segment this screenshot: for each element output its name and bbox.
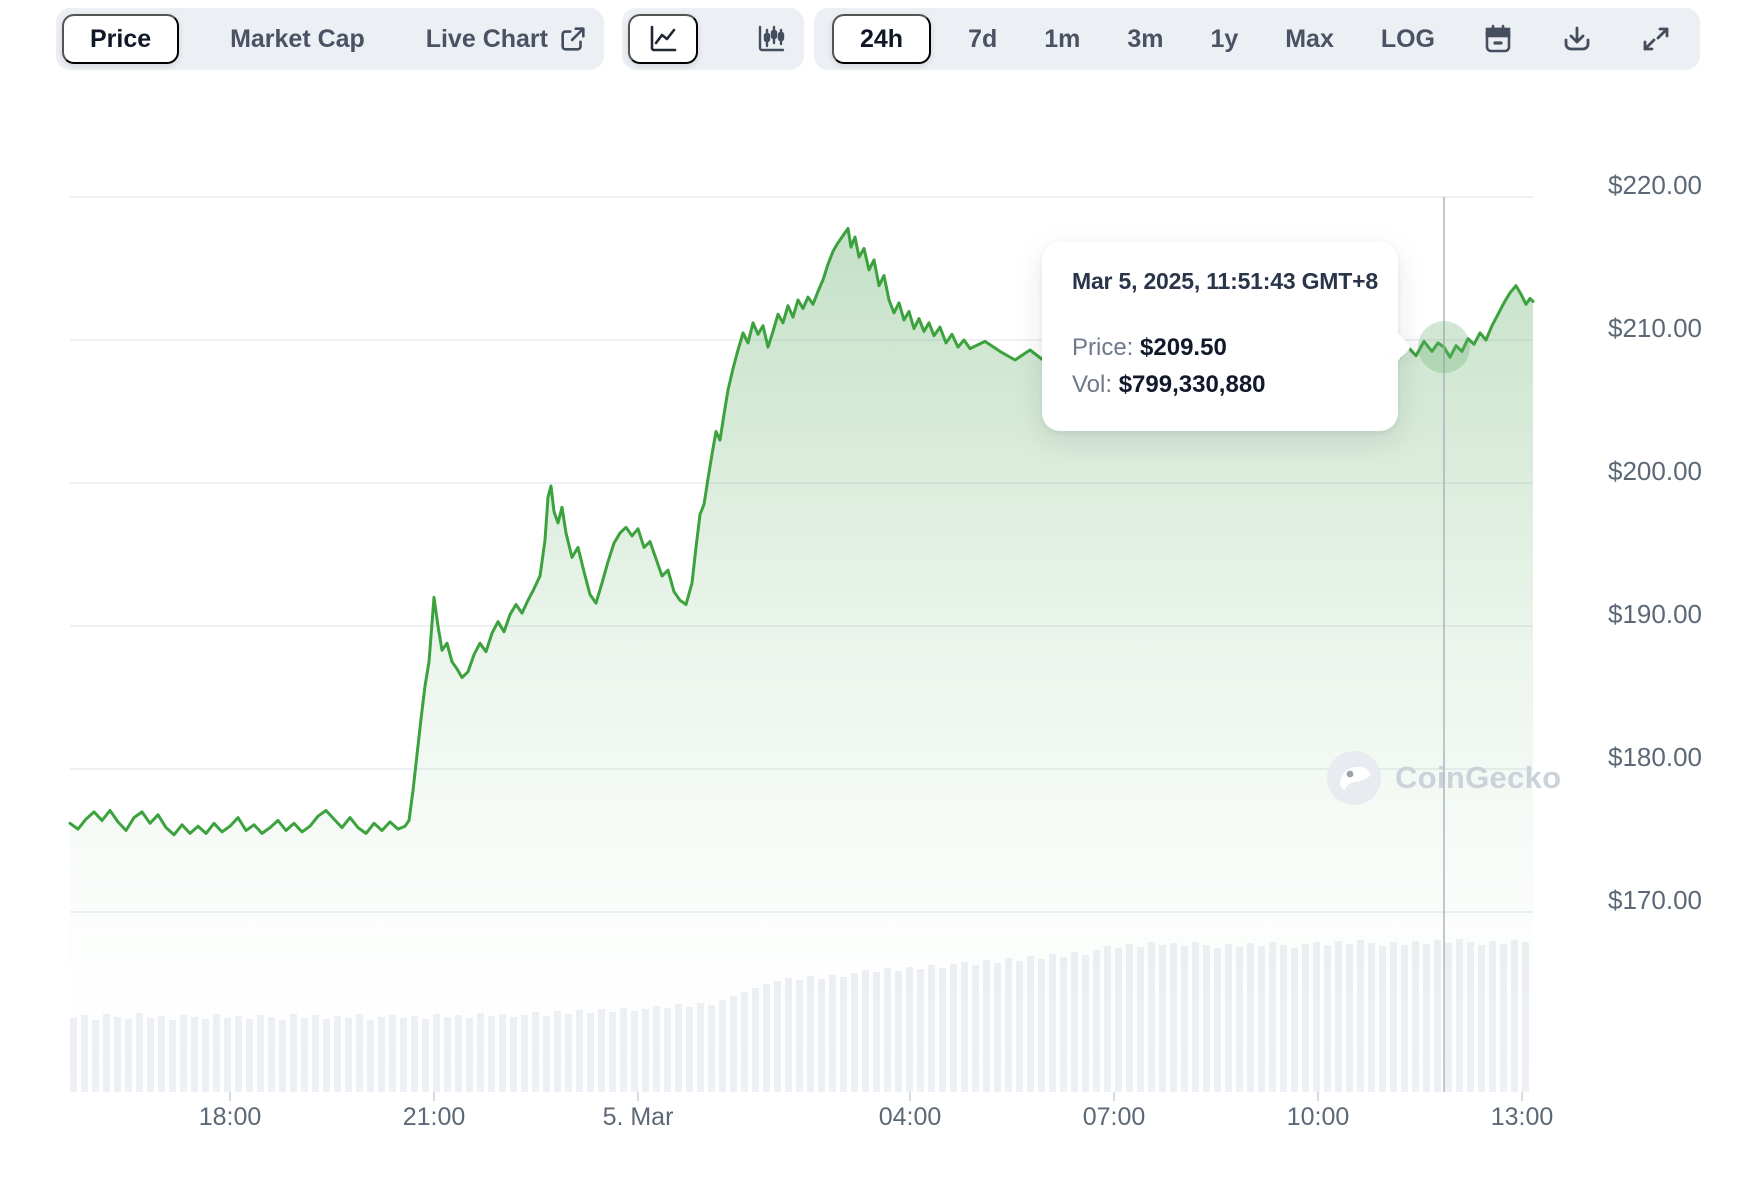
- chart-tooltip: Mar 5, 2025, 11:51:43 GMT+8 Price: $209.…: [1042, 242, 1412, 431]
- external-link-icon: [558, 24, 588, 54]
- tab-price[interactable]: Price: [62, 14, 180, 64]
- tooltip-vol-row: Vol: $799,330,880: [1072, 366, 1372, 403]
- fullscreen-expand-icon: [1640, 23, 1672, 55]
- tooltip-timestamp: Mar 5, 2025, 11:51:43 GMT+8: [1072, 268, 1378, 294]
- x-axis-label: 04:00: [878, 1103, 942, 1131]
- candlestick-toggle[interactable]: [744, 22, 798, 56]
- range-selector-group: 24h 7d 1m 3m 1y Max LOG: [814, 8, 1700, 70]
- y-axis-label: $190.00: [1608, 599, 1702, 629]
- download-button[interactable]: [1551, 23, 1603, 55]
- hover-marker: [1418, 321, 1470, 374]
- y-axis-label: $220.00: [1608, 170, 1702, 200]
- range-7d[interactable]: 7d: [958, 25, 1007, 54]
- log-scale-toggle[interactable]: LOG: [1371, 25, 1445, 54]
- x-axis-label: 5. Mar: [602, 1103, 674, 1131]
- calendar-button[interactable]: [1472, 23, 1524, 55]
- x-axis-label: 10:00: [1286, 1103, 1350, 1131]
- tooltip-price-row: Price: $209.50: [1072, 329, 1372, 366]
- y-axis-label: $200.00: [1608, 456, 1702, 486]
- range-1m[interactable]: 1m: [1034, 25, 1090, 54]
- x-axis-label: 07:00: [1082, 1103, 1146, 1131]
- tab-market-cap[interactable]: Market Cap: [220, 25, 375, 54]
- tooltip-vol-value: $799,330,880: [1118, 371, 1266, 398]
- x-axis-label: 21:00: [402, 1103, 466, 1131]
- tab-live-chart[interactable]: Live Chart: [416, 24, 598, 54]
- watermark-text: CoinGecko: [1395, 760, 1562, 795]
- x-axis-label: 18:00: [198, 1103, 262, 1131]
- tab-live-chart-label: Live Chart: [425, 24, 548, 53]
- coingecko-watermark: CoinGecko: [1326, 750, 1561, 806]
- download-icon: [1561, 23, 1593, 55]
- range-3m[interactable]: 3m: [1117, 25, 1173, 54]
- calendar-icon: [1482, 23, 1514, 55]
- y-axis-label: $170.00: [1608, 885, 1702, 915]
- y-axis-label: $210.00: [1608, 313, 1702, 343]
- y-axis-label: $180.00: [1608, 742, 1702, 772]
- tooltip-vol-label: Vol:: [1072, 371, 1113, 398]
- line-chart-toggle[interactable]: [628, 14, 698, 64]
- chart-type-group: [622, 8, 804, 70]
- x-axis-label: 13:00: [1490, 1103, 1554, 1131]
- range-1y[interactable]: 1y: [1200, 25, 1248, 54]
- view-tab-group: Price Market Cap Live Chart: [56, 8, 604, 70]
- range-max[interactable]: Max: [1275, 25, 1344, 54]
- coingecko-logo-icon: [1326, 750, 1382, 806]
- tooltip-price-label: Price:: [1072, 334, 1134, 361]
- price-area-fill: [70, 228, 1533, 1092]
- range-24h[interactable]: 24h: [832, 14, 932, 64]
- fullscreen-button[interactable]: [1630, 23, 1682, 55]
- candlestick-chart-icon: [754, 22, 788, 56]
- line-chart-icon: [646, 22, 680, 56]
- tooltip-price-value: $209.50: [1140, 334, 1227, 361]
